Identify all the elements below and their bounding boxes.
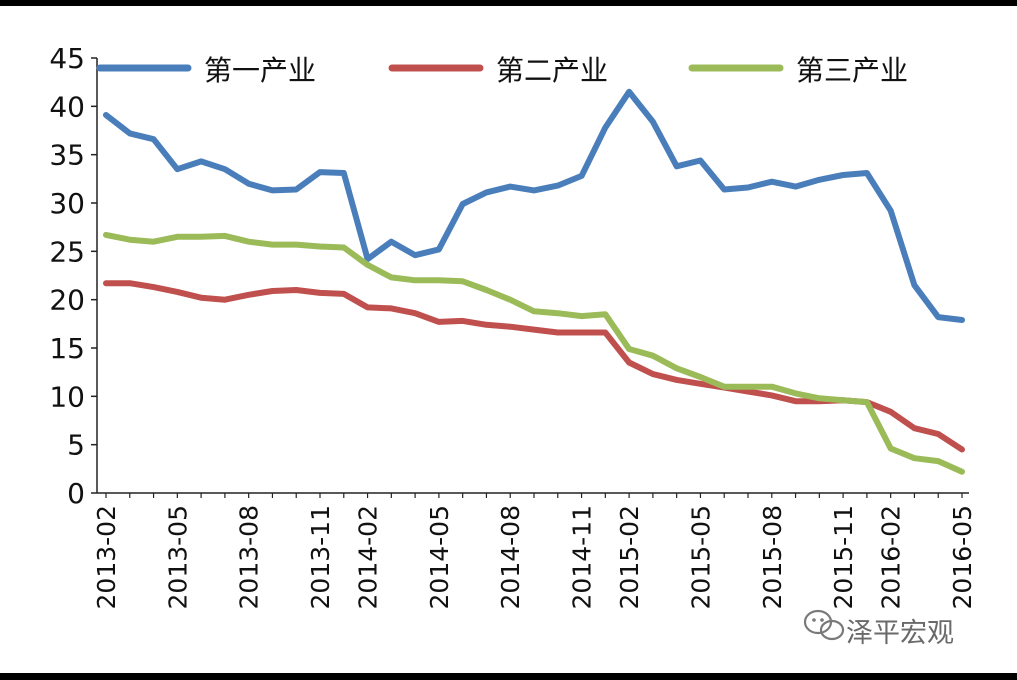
y-tick-label: 45 [49,42,85,75]
chart-panel: 0 5 10 15 20 25 30 35 40 45 2013-02 2013-05 2013-08… [0,6,1017,673]
legend-label: 第三产业 [796,54,908,87]
y-tick-label: 15 [49,332,85,365]
y-tick-label: 5 [67,429,85,462]
y-tick-label: 20 [49,284,85,317]
watermark: 泽平宏观 [803,609,954,649]
x-tick-label: 2014-11 [568,505,597,609]
x-tick-label: 2013-02 [92,505,121,609]
watermark-text: 泽平宏观 [846,618,954,649]
y-tick-label: 0 [67,477,85,510]
y-tick-label: 30 [49,187,85,220]
y-tick-label: 40 [49,90,85,123]
x-tick-label: 2016-02 [877,505,906,609]
y-tick-label: 10 [49,380,85,413]
x-tick-label: 2014-08 [496,505,525,609]
y-axis-ticks: 0 5 10 15 20 25 30 35 40 45 [49,42,97,510]
line-chart: 0 5 10 15 20 25 30 35 40 45 2013-02 2013-05 2013-08… [49,42,977,649]
y-tick-label: 25 [49,235,85,268]
x-tick-label: 2015-02 [615,505,644,609]
series-layer [103,88,965,475]
x-tick-label: 2013-08 [235,505,264,609]
x-tick-label: 2014-02 [354,505,383,609]
x-tick-label: 2015-05 [686,505,715,609]
legend-label: 第二产业 [496,54,608,87]
x-tick-label: 2014-05 [425,505,454,609]
x-axis-ticks: 2013-02 2013-05 2013-08 2013-11 2014-02 2014-… [92,493,977,609]
series-1 [103,88,965,323]
series-line [103,231,965,475]
x-tick-label: 2013-11 [306,505,335,609]
x-tick-label: 2015-11 [829,505,858,609]
series-line [103,88,965,323]
axes [96,58,969,494]
y-tick-label: 35 [49,139,85,172]
series-3 [103,231,965,475]
wechat-icon [803,609,845,641]
legend-label: 第一产业 [204,54,316,87]
x-tick-label: 2015-08 [758,505,787,609]
x-tick-label: 2013-05 [163,505,192,609]
legend: 第一产业 第二产业 第三产业 [96,54,908,87]
x-tick-label: 2016-05 [948,505,977,609]
